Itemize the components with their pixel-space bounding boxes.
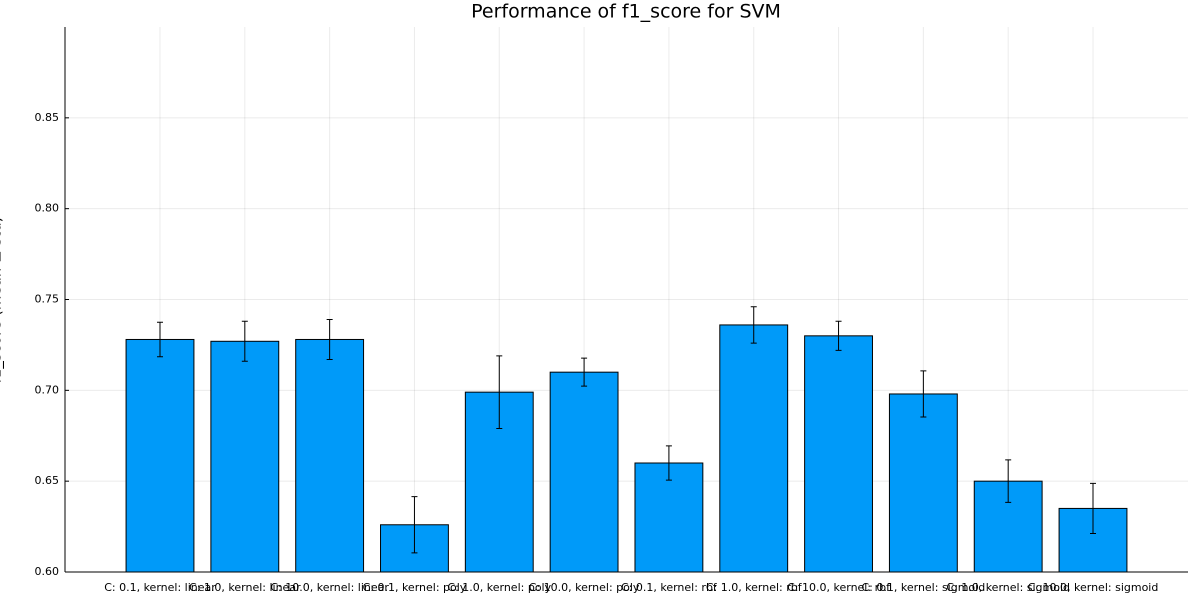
error-bar	[411, 496, 418, 554]
error-bar	[1005, 459, 1012, 503]
x-tick-label: C: 0.1, kernel: rbf	[621, 581, 718, 594]
y-tick-label: 0.70	[35, 383, 60, 396]
bar	[549, 371, 619, 573]
x-tick-label: C: 1.0, kernel: rbf	[706, 581, 803, 594]
x-tick-label: C: 10.0, kernel: poly	[529, 581, 640, 594]
x-tick-label: C: 0.1, kernel: poly	[363, 581, 467, 594]
x-tick-label: C: 10.0, kernel: rbf	[787, 581, 891, 594]
y-axis-label: f1_score (mean ± std)	[0, 217, 6, 384]
x-tick-label: C: 10.0, kernel: linear	[270, 581, 389, 594]
error-bar	[496, 355, 503, 429]
bar	[125, 338, 195, 573]
x-tick-label: C: 1.0, kernel: linear	[189, 581, 301, 594]
bar	[634, 462, 704, 573]
y-tick-label: 0.65	[35, 474, 60, 487]
bar	[804, 335, 873, 573]
y-tick-label: 0.85	[35, 111, 60, 124]
x-tick-label: C: 1.0, kernel: poly	[447, 581, 551, 594]
chart-title: Performance of f1_score for SVM	[471, 1, 781, 23]
x-tick-label: C: 0.1, kernel: linear	[104, 581, 216, 594]
bar	[295, 338, 365, 573]
error-bar	[156, 321, 163, 358]
bar	[719, 324, 789, 573]
y-tick-label: 0.75	[35, 293, 60, 306]
x-tick-label: C: 1.0, kernel: sigmoid	[946, 581, 1070, 594]
y-tick-label: 0.80	[35, 202, 60, 215]
error-bar	[581, 357, 588, 387]
error-bar	[241, 320, 248, 362]
error-bar	[920, 370, 927, 418]
bar	[210, 340, 280, 573]
error-bar	[1090, 482, 1096, 534]
error-bar	[835, 320, 842, 351]
error-bar	[665, 445, 672, 481]
x-tick-label: C: 10.0, kernel: sigmoid	[1028, 581, 1159, 594]
bar	[888, 393, 958, 573]
error-bar	[326, 318, 333, 360]
error-bar	[750, 306, 757, 344]
y-tick-label: 0.60	[35, 565, 60, 578]
x-tick-label: C: 0.1, kernel: sigmoid	[862, 581, 986, 594]
